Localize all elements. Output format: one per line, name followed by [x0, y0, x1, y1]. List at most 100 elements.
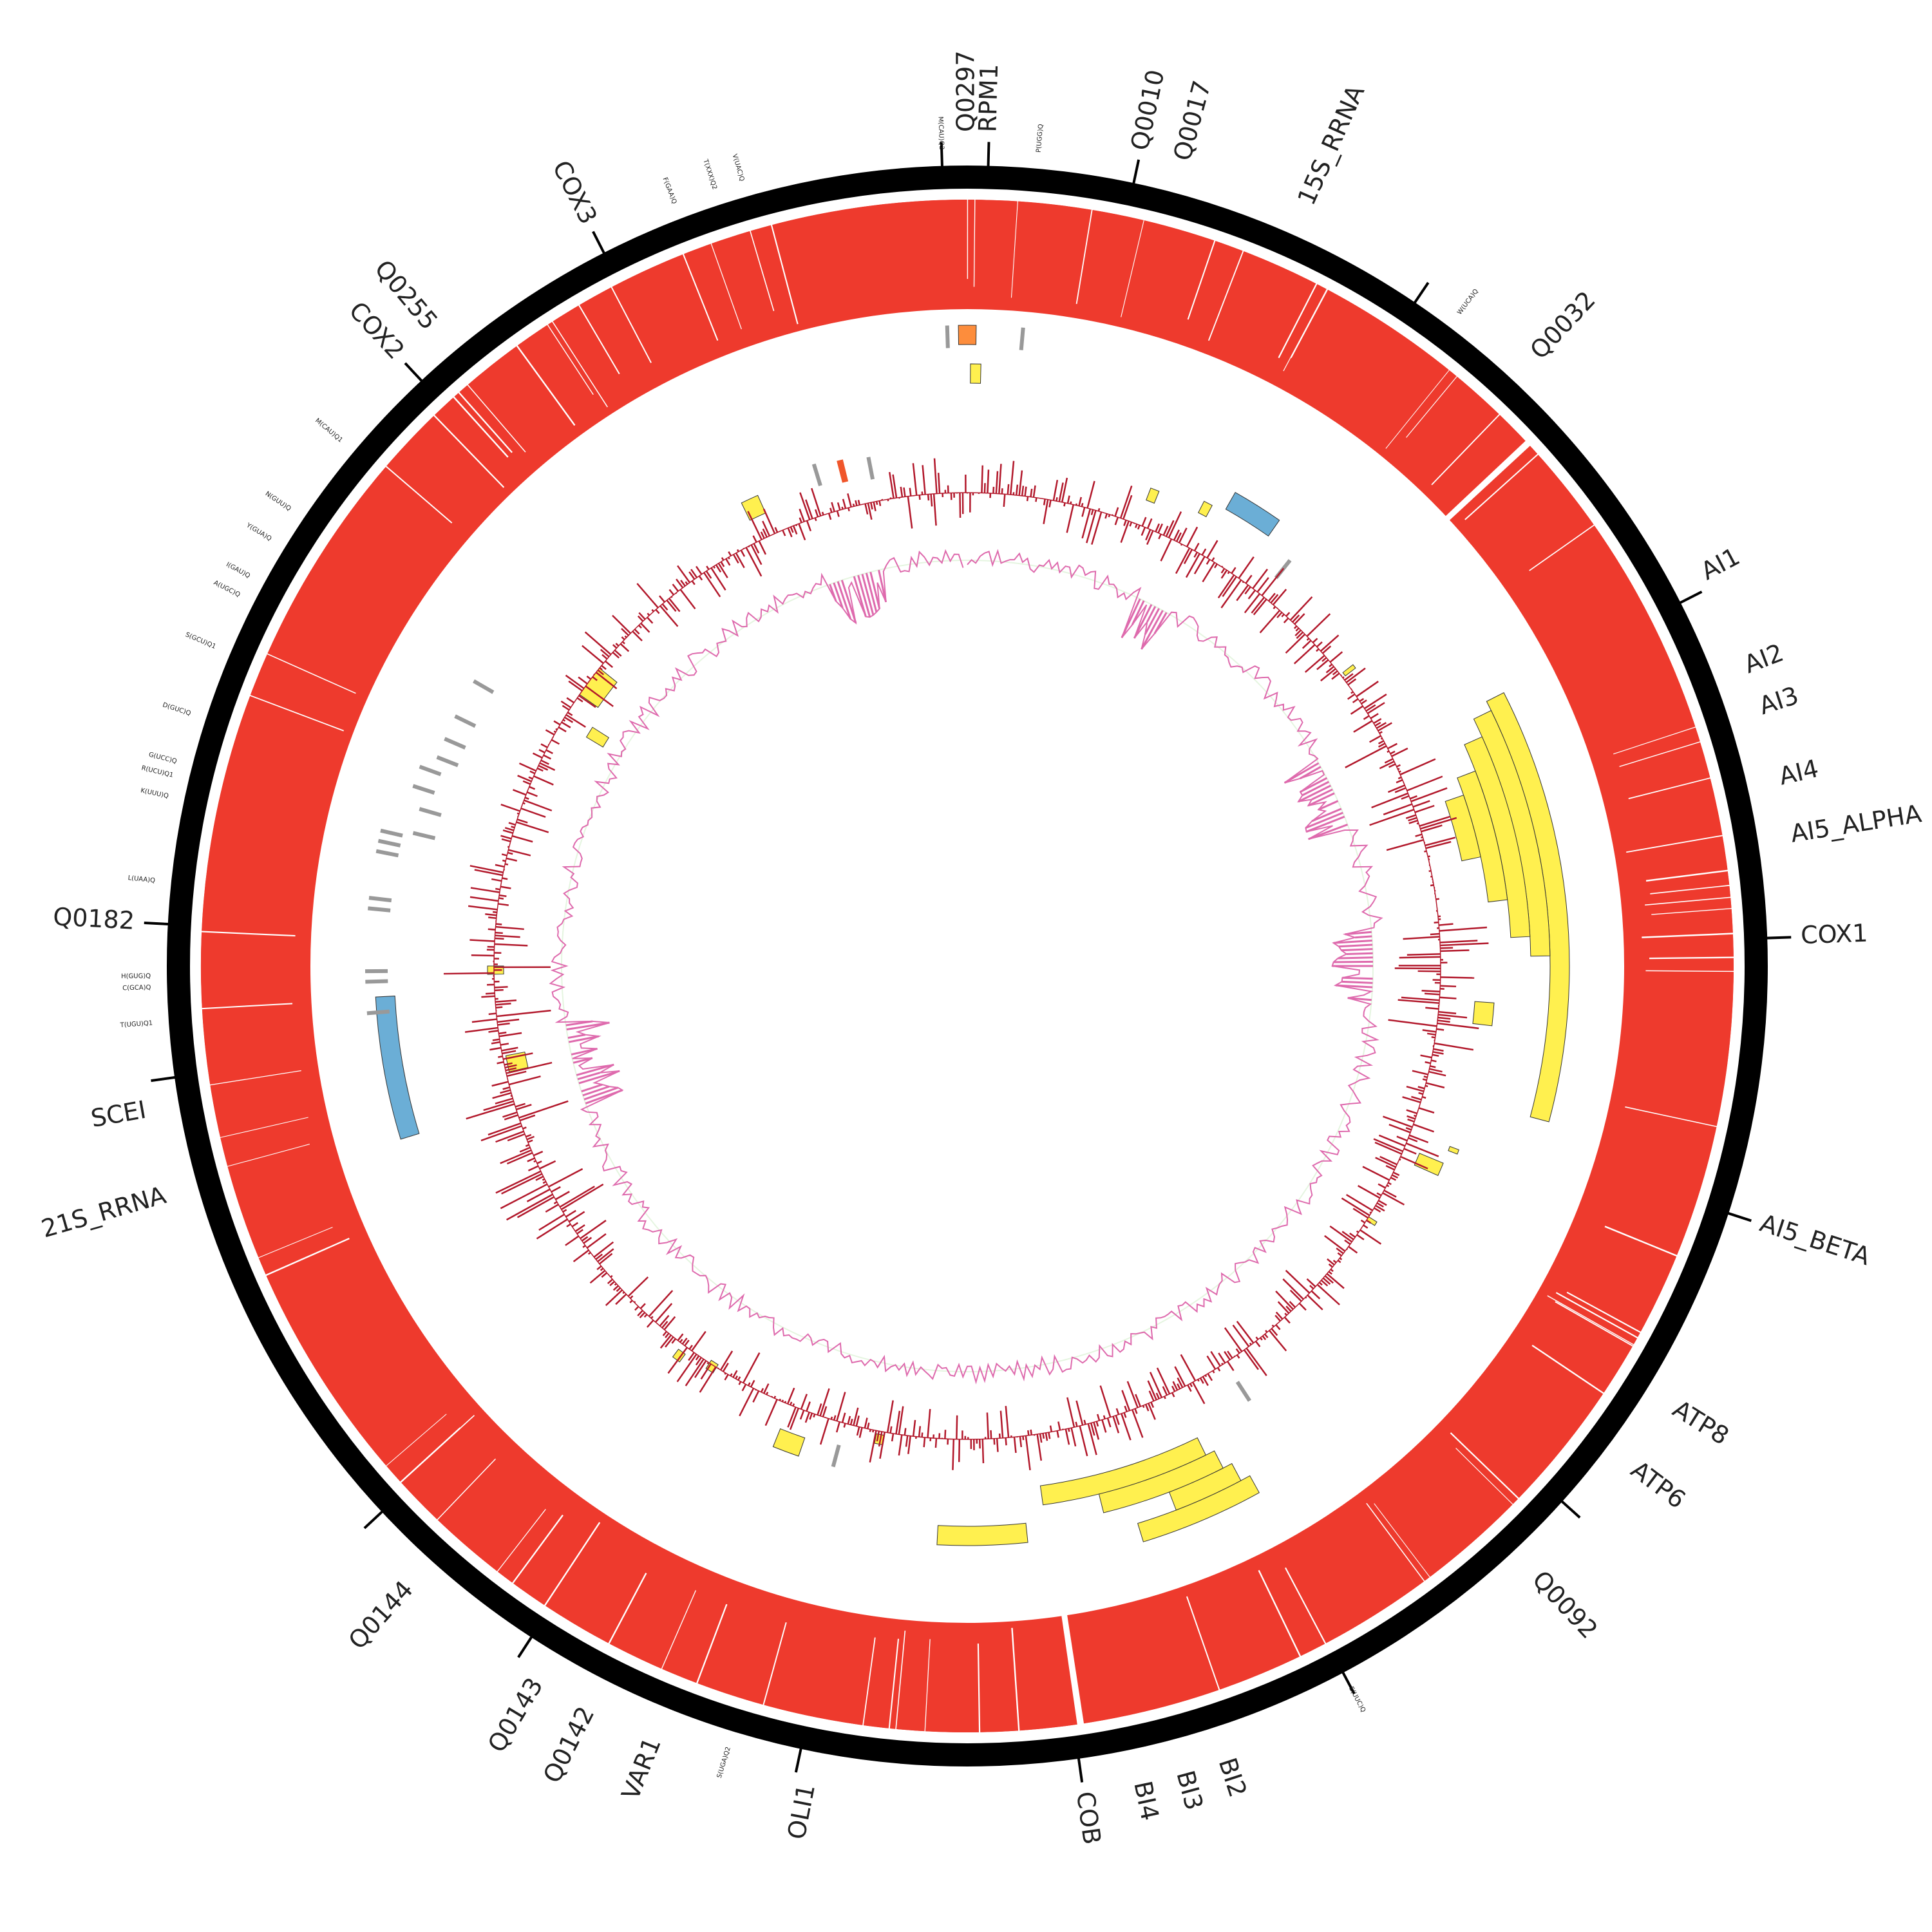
- gc-skew-bar: [1326, 1273, 1345, 1289]
- gc-skew-bar: [500, 835, 512, 840]
- gc-content-fill: [857, 574, 871, 618]
- tick-mark: [1077, 1757, 1084, 1783]
- trna-label: A(UGC)Q: [213, 580, 242, 599]
- gc-skew-bar: [1426, 1032, 1436, 1036]
- gc-skew-bar: [698, 575, 703, 581]
- gc-skew-bar: [804, 1412, 810, 1423]
- gc-skew-bar: [1030, 488, 1033, 497]
- gc-skew-bar: [1375, 1204, 1385, 1212]
- gc-content-fill: [861, 574, 875, 616]
- gc-skew-bar: [565, 1235, 580, 1246]
- gc-skew-bar: [604, 660, 614, 668]
- gc-skew-bar: [1318, 1282, 1323, 1286]
- gc-skew-bar: [1262, 1335, 1267, 1340]
- gc-skew-bar: [516, 821, 549, 833]
- gc-skew-bar: [593, 1241, 614, 1258]
- gc-skew-bar: [1425, 1007, 1439, 1010]
- gc-skew-bar: [852, 503, 855, 507]
- gc-skew-bar: [792, 1403, 795, 1406]
- coverage-dip: [384, 465, 453, 524]
- gc-skew-bar: [1401, 996, 1440, 1001]
- gc-skew-bar: [1306, 1278, 1316, 1287]
- gc-skew-bar: [1168, 511, 1182, 538]
- gene-label: COX3: [547, 156, 603, 229]
- gc-skew-bar: [1019, 1436, 1023, 1448]
- gc-skew-bar: [545, 1204, 559, 1213]
- gc-skew-bar: [533, 1160, 536, 1163]
- gc-skew-bar: [560, 700, 571, 708]
- gc-skew-bar: [695, 1355, 700, 1361]
- gc-skew-bar: [1162, 526, 1169, 536]
- gc-skew-bar: [1187, 1384, 1192, 1392]
- gc-skew-bar: [1330, 1269, 1334, 1273]
- gc-skew-bar: [507, 1133, 526, 1142]
- gc-skew-bar: [508, 849, 531, 857]
- tick-mark: [144, 922, 169, 925]
- gc-skew-bar: [536, 1218, 568, 1240]
- gc-skew-bar: [1352, 1208, 1368, 1219]
- gc-skew-bar: [1093, 1421, 1100, 1440]
- gc-skew-bar: [1316, 1283, 1340, 1305]
- gc-skew-bar: [578, 676, 588, 685]
- gc-skew-bar: [1224, 1350, 1231, 1361]
- gc-skew-bar: [1406, 775, 1443, 791]
- gc-skew-bar: [829, 507, 833, 513]
- gc-skew-bar: [1211, 557, 1215, 562]
- gc-skew-bar: [790, 1401, 793, 1406]
- gc-skew-bar: [559, 1186, 595, 1208]
- gc-skew-bar: [1244, 593, 1261, 614]
- gc-skew-bar: [533, 775, 554, 786]
- gc-skew-bar: [786, 1387, 795, 1405]
- gc-skew-bar: [1329, 663, 1333, 668]
- feature-block: [1414, 1153, 1444, 1177]
- coverage-dip: [770, 223, 799, 325]
- gc-skew-bar: [789, 1408, 799, 1430]
- gc-skew-bar: [600, 649, 610, 658]
- trna-label: M(CAU)Q2: [937, 117, 945, 150]
- tick-mark: [1413, 281, 1430, 304]
- coverage-dip: [1642, 933, 1734, 938]
- feature-block: [970, 363, 981, 384]
- gc-skew-bar: [1440, 940, 1478, 943]
- gc-skew-bar: [548, 1168, 583, 1188]
- gc-skew-bar: [1090, 509, 1094, 515]
- gc-skew-bar: [662, 1331, 667, 1336]
- gc-skew-bar: [516, 819, 528, 824]
- gc-skew-bar: [497, 1061, 504, 1065]
- gc-skew-bar: [1015, 484, 1019, 496]
- tick-mark: [151, 1075, 176, 1083]
- gc-skew-bar: [501, 1173, 543, 1195]
- gc-skew-bar: [1364, 694, 1387, 710]
- gc-content-fill: [1347, 997, 1372, 1001]
- coverage-dip: [1619, 741, 1702, 767]
- gc-skew-bar: [1306, 638, 1310, 641]
- gc-skew-bar: [1272, 589, 1287, 605]
- gc-skew-bar: [654, 1303, 673, 1323]
- gc-skew-bar: [735, 1375, 738, 1379]
- gc-skew-bar: [621, 641, 625, 645]
- gc-content-fill: [576, 1063, 614, 1076]
- gc-skew-bar: [1043, 498, 1046, 506]
- gc-skew-bar: [528, 776, 533, 780]
- gc-skew-bar: [1425, 837, 1456, 847]
- gc-skew-bar: [504, 1114, 518, 1121]
- gc-skew-bar: [1371, 792, 1408, 809]
- trna-mark: [368, 896, 392, 903]
- gc-skew-bar: [817, 1403, 822, 1416]
- gc-skew-bar: [497, 1018, 520, 1023]
- gc-skew-bar: [1410, 795, 1417, 800]
- gc-skew-bar: [1162, 1386, 1168, 1396]
- gc-skew-bar: [502, 877, 508, 880]
- gene-label: AI1: [1696, 542, 1745, 586]
- gc-skew-bar: [1119, 485, 1133, 519]
- coverage-dip: [1651, 907, 1733, 915]
- gc-skew-bar: [540, 743, 548, 748]
- gc-skew-bar: [1048, 500, 1052, 507]
- gc-skew-bar: [491, 878, 502, 882]
- gc-content-fill: [1335, 984, 1373, 989]
- gc-skew-bar: [668, 589, 674, 596]
- gc-skew-bar: [1121, 1390, 1131, 1411]
- gc-skew-bar: [1387, 784, 1405, 793]
- gc-skew-bar: [614, 649, 622, 657]
- gc-skew-bar: [1434, 921, 1439, 924]
